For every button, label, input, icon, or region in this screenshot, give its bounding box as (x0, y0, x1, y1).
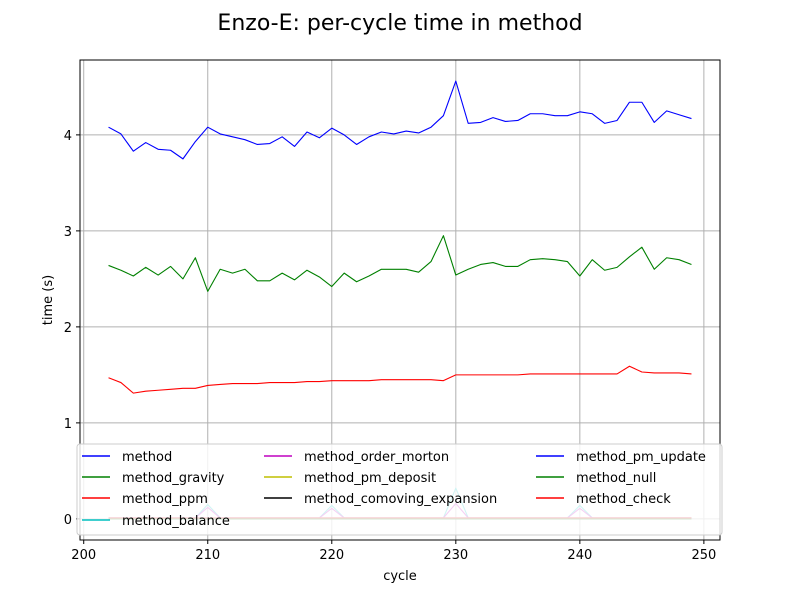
legend-label: method_comoving_expansion (304, 492, 497, 507)
legend-item-method-comoving-expansion: method_comoving_expansion (264, 492, 497, 507)
legend-box (76, 443, 723, 536)
legend-label: method (122, 450, 172, 465)
x-tick-label: 220 (319, 548, 344, 563)
legend-item-method-pm-update: method_pm_update (536, 450, 706, 465)
legend: method method_gravity method_ppm method_bal… (76, 443, 723, 536)
y-axis-label: time (s) (41, 275, 56, 325)
legend-label: method_check (576, 492, 671, 507)
legend-item-method-ppm: method_ppm (82, 492, 208, 507)
x-tick-label: 230 (443, 548, 468, 563)
legend-label: method_null (576, 471, 656, 486)
series-line-method (108, 80, 692, 160)
legend-label: method_ppm (122, 492, 208, 507)
legend-item-method-null: method_null (536, 471, 656, 486)
legend-label: method_gravity (122, 471, 225, 486)
x-tick-label: 210 (195, 548, 220, 563)
y-tick-label: 4 (64, 129, 72, 144)
legend-label: method_pm_deposit (304, 471, 436, 486)
x-tick-label: 200 (71, 548, 96, 563)
legend-item-method-pm-deposit: method_pm_deposit (264, 471, 436, 486)
legend-item-method-gravity: method_gravity (82, 471, 225, 486)
axes-frame (79, 59, 721, 541)
legend-item-method-balance: method_balance (82, 514, 230, 529)
x-tick-label: 250 (691, 548, 716, 563)
y-tick-label: 2 (64, 321, 72, 336)
legend-item-method-check: method_check (536, 492, 671, 507)
series-line-method-gravity (108, 235, 692, 292)
legend-label: method_order_morton (304, 450, 449, 465)
y-tick-label: 0 (64, 513, 72, 528)
x-tick-label: 240 (567, 548, 592, 563)
series-line-method-ppm (108, 365, 692, 394)
legend-label: method_pm_update (576, 450, 706, 465)
legend-item-method-order-morton: method_order_morton (264, 450, 449, 465)
ticks: 200 210 220 230 240 250 0 1 2 3 4 (64, 129, 717, 563)
y-tick-label: 3 (64, 225, 72, 240)
legend-item-method: method (82, 450, 172, 465)
legend-label: method_balance (122, 514, 230, 529)
y-tick-label: 1 (64, 417, 72, 432)
x-axis-label: cycle (383, 569, 417, 584)
chart-title: Enzo-E: per-cycle time in method (217, 11, 582, 36)
